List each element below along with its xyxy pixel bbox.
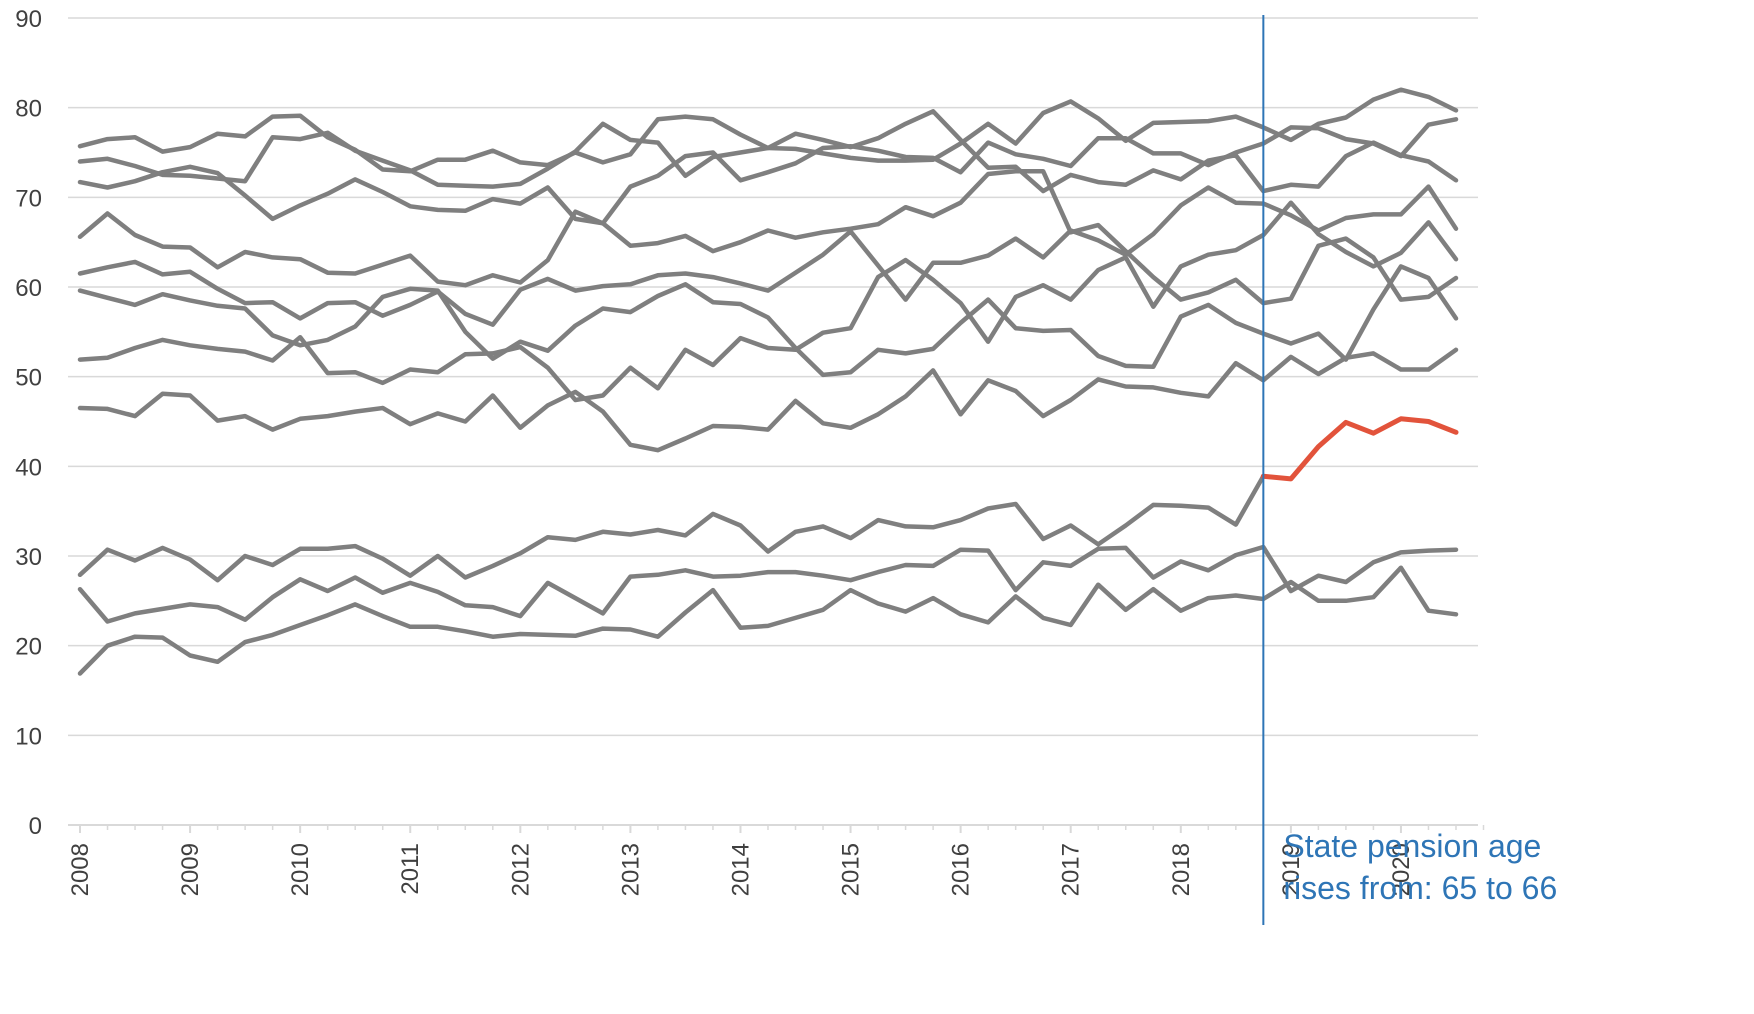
x-tick-label: 2018 [1168, 843, 1195, 896]
series-line [77, 264, 1459, 378]
y-tick-label: 60 [15, 275, 42, 302]
series-line [77, 117, 1459, 226]
series-line [77, 184, 1459, 327]
series-line [77, 565, 1459, 676]
y-tick-label: 40 [15, 454, 42, 481]
annotation-text-line-2: rises from: 65 to 66 [1283, 870, 1557, 906]
y-tick-label: 70 [15, 185, 42, 212]
y-tick-label: 10 [15, 723, 42, 750]
series-line [77, 473, 1266, 583]
series-line [77, 347, 1459, 453]
series-line [77, 169, 1459, 306]
x-axis-tick-labels: 2008 2009 2010 2011 2012 2013 2014 2015 2016 2017… [67, 843, 1415, 896]
x-tick-label: 2013 [617, 843, 644, 896]
y-tick-label: 50 [15, 365, 42, 392]
y-tick-label: 20 [15, 634, 42, 661]
series-line [77, 87, 1459, 174]
annotation-text-line-1: State pension age [1283, 828, 1541, 864]
x-tick-label: 2019 [1278, 843, 1305, 896]
series-line [77, 544, 1459, 624]
y-tick-label: 30 [15, 544, 42, 571]
x-tick-label: 2008 [67, 843, 94, 896]
x-tick-label: 2020 [1388, 843, 1415, 896]
y-axis-tick-labels: 0 10 20 30 40 50 60 70 80 90 [15, 6, 42, 840]
y-tick-label: 90 [15, 6, 42, 33]
x-tick-label: 2011 [397, 843, 424, 895]
x-tick-label: 2014 [727, 843, 754, 896]
series-lines [77, 87, 1459, 676]
x-tick-label: 2012 [507, 843, 534, 896]
highlight-series-line [1260, 416, 1459, 482]
x-tick-label: 2016 [948, 843, 975, 896]
x-tick-label: 2015 [838, 843, 865, 896]
series-line [77, 200, 1459, 403]
x-tick-label: 2010 [287, 843, 314, 896]
y-tick-label: 0 [29, 813, 42, 840]
y-tick-label: 80 [15, 96, 42, 123]
x-tick-label: 2009 [177, 843, 204, 896]
x-tick-label: 2017 [1058, 843, 1085, 896]
